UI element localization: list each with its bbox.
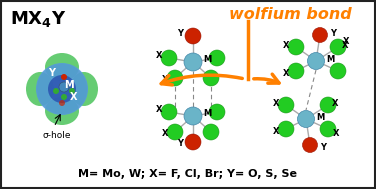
Ellipse shape (26, 72, 54, 106)
Circle shape (308, 53, 324, 70)
Text: X: X (273, 126, 279, 136)
Text: M: M (326, 54, 334, 64)
Circle shape (303, 138, 317, 153)
Text: X: X (283, 68, 289, 77)
Circle shape (69, 88, 75, 94)
Circle shape (167, 124, 183, 140)
Text: M= Mo, W; X= F, Cl, Br; Y= O, S, Se: M= Mo, W; X= F, Cl, Br; Y= O, S, Se (79, 169, 297, 179)
Circle shape (53, 88, 59, 94)
Text: Y: Y (177, 139, 183, 149)
Text: X: X (283, 40, 289, 50)
Circle shape (59, 100, 65, 106)
Text: X: X (333, 129, 339, 138)
Text: wolfium bond: wolfium bond (229, 7, 352, 22)
Text: X: X (162, 129, 168, 139)
Text: M: M (64, 80, 74, 90)
Circle shape (278, 97, 294, 113)
Text: M: M (316, 112, 324, 122)
Circle shape (185, 28, 201, 44)
Text: M: M (203, 56, 211, 64)
Ellipse shape (45, 97, 79, 125)
Circle shape (312, 28, 327, 43)
Circle shape (185, 134, 201, 150)
Circle shape (297, 111, 314, 128)
Text: X: X (156, 105, 162, 115)
Circle shape (278, 121, 294, 137)
Circle shape (209, 104, 225, 120)
Circle shape (48, 75, 76, 103)
Circle shape (288, 39, 304, 55)
Circle shape (161, 104, 177, 120)
Circle shape (288, 63, 304, 79)
Text: Y: Y (177, 29, 183, 39)
Text: σ-hole: σ-hole (43, 131, 71, 140)
Ellipse shape (70, 72, 98, 106)
Circle shape (167, 70, 183, 86)
Circle shape (209, 50, 225, 66)
Text: $\mathbf{MX_4Y}$: $\mathbf{MX_4Y}$ (10, 9, 67, 29)
Circle shape (184, 53, 202, 71)
Text: X: X (332, 98, 338, 108)
Text: M: M (203, 109, 211, 119)
Text: X: X (162, 75, 168, 84)
Circle shape (330, 39, 346, 55)
Ellipse shape (45, 53, 79, 81)
Circle shape (320, 97, 336, 113)
Circle shape (203, 70, 219, 86)
Text: Y: Y (49, 68, 56, 78)
Circle shape (61, 74, 67, 80)
Text: X: X (343, 36, 349, 46)
Text: Y: Y (330, 29, 336, 37)
Circle shape (36, 63, 88, 115)
Text: X: X (70, 92, 78, 102)
Circle shape (161, 50, 177, 66)
Text: X: X (156, 51, 162, 60)
Circle shape (203, 124, 219, 140)
Text: Y: Y (320, 143, 326, 152)
Circle shape (61, 94, 67, 100)
Text: X: X (341, 40, 348, 50)
Circle shape (184, 107, 202, 125)
Circle shape (59, 82, 69, 92)
Ellipse shape (37, 64, 87, 114)
Circle shape (330, 63, 346, 79)
Text: X: X (273, 98, 279, 108)
Circle shape (320, 121, 336, 137)
